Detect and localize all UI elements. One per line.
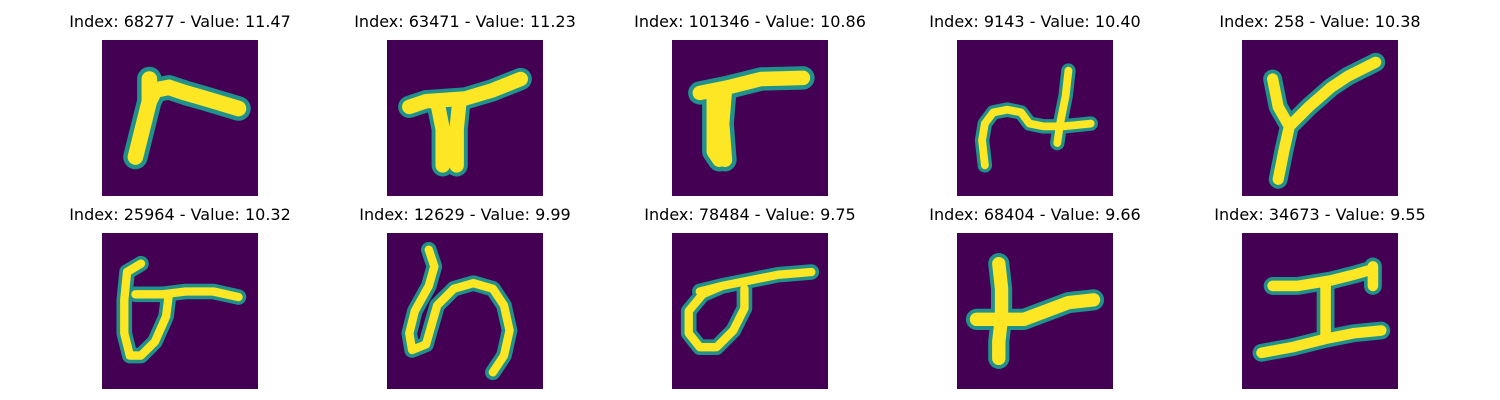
digit-image	[1242, 40, 1398, 196]
glyph-1	[123, 66, 251, 170]
cell-title: Index: 63471 - Value: 11.23	[354, 12, 576, 31]
digit-image	[672, 40, 828, 196]
glyph-2	[398, 67, 532, 177]
digit-image	[387, 40, 543, 196]
glyph-3	[688, 66, 815, 172]
glyph-4	[974, 63, 1098, 173]
glyph-10	[1252, 257, 1391, 362]
digit-image	[102, 233, 258, 389]
glyph-6	[116, 255, 247, 364]
cell-title: Index: 9143 - Value: 10.40	[929, 12, 1141, 31]
cell-title: Index: 25964 - Value: 10.32	[69, 205, 291, 224]
glyph-9	[965, 253, 1105, 369]
grid-cell: Index: 25964 - Value: 10.32	[50, 202, 310, 389]
glyph-8	[680, 264, 820, 356]
grid-cell: Index: 34673 - Value: 9.55	[1190, 202, 1450, 389]
cell-title: Index: 258 - Value: 10.38	[1219, 12, 1421, 31]
digit-image	[387, 233, 543, 389]
digit-image	[102, 40, 258, 196]
digit-image	[957, 40, 1113, 196]
glyph-7	[401, 241, 518, 381]
grid-cell: Index: 101346 - Value: 10.86	[620, 9, 880, 196]
cell-title: Index: 68404 - Value: 9.66	[929, 205, 1141, 224]
digit-image	[957, 233, 1113, 389]
digit-image	[1242, 233, 1398, 389]
grid-cell: Index: 9143 - Value: 10.40	[905, 9, 1165, 196]
grid-cell: Index: 63471 - Value: 11.23	[335, 9, 595, 196]
grid-cell: Index: 68277 - Value: 11.47	[50, 9, 310, 196]
cell-title: Index: 68277 - Value: 11.47	[69, 12, 291, 31]
cell-title: Index: 12629 - Value: 9.99	[359, 205, 571, 224]
cell-title: Index: 101346 - Value: 10.86	[634, 12, 866, 31]
glyph-5	[1263, 52, 1386, 189]
cell-title: Index: 78484 - Value: 9.75	[644, 205, 856, 224]
grid-cell: Index: 258 - Value: 10.38	[1190, 9, 1450, 196]
grid-cell: Index: 78484 - Value: 9.75	[620, 202, 880, 389]
cell-title: Index: 34673 - Value: 9.55	[1214, 205, 1426, 224]
digit-image	[672, 233, 828, 389]
grid-cell: Index: 68404 - Value: 9.66	[905, 202, 1165, 389]
grid-cell: Index: 12629 - Value: 9.99	[335, 202, 595, 389]
